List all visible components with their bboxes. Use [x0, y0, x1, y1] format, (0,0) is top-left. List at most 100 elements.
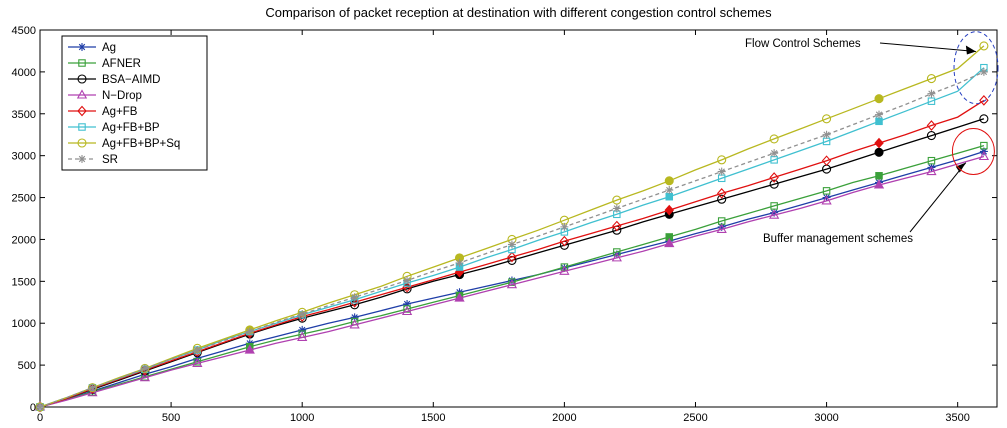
legend-item: Ag: [68, 42, 116, 54]
data-point: [611, 252, 622, 262]
y-tick-label: 2000: [12, 234, 36, 246]
data-point: [979, 95, 989, 106]
data-point: [926, 131, 937, 141]
data-point: [717, 194, 727, 204]
data-point: [769, 134, 779, 144]
data-point: [350, 293, 359, 302]
data-point: [87, 387, 98, 397]
data-point: [612, 220, 622, 232]
annotation-arrow: [879, 42, 976, 53]
data-point: [403, 305, 411, 313]
legend-item: BSA−AIMD: [68, 74, 160, 86]
data-point: [612, 195, 622, 205]
data-point: [140, 364, 149, 373]
data-point: [36, 403, 44, 411]
data-point: [192, 357, 203, 367]
x-tick-label: 2500: [683, 412, 707, 424]
data-point: [403, 276, 412, 285]
y-tick-label: 1000: [12, 318, 36, 330]
data-point: [193, 346, 202, 355]
data-point: [78, 43, 86, 51]
series-afner: [36, 141, 988, 411]
data-point: [77, 138, 87, 148]
y-tick-label: 3000: [12, 151, 36, 163]
data-point: [349, 319, 360, 329]
data-point: [507, 240, 516, 249]
data-point: [454, 292, 465, 302]
y-tick-label: 1500: [12, 276, 36, 288]
legend: Ag AFNER BSA−AIMD N−Drop Ag+FB Ag+FB+BP Ag+FB+…: [61, 35, 208, 171]
chart-title: Comparison of packet reception at destin…: [265, 5, 772, 20]
data-point: [717, 155, 727, 165]
data-point: [822, 130, 831, 139]
data-point: [875, 172, 883, 180]
data-point: [822, 114, 832, 124]
x-tick-label: 2000: [552, 412, 576, 424]
annotation-arrow: [909, 162, 967, 233]
series-line: [39, 144, 985, 408]
data-point: [875, 117, 883, 126]
legend-label: SR: [102, 154, 118, 166]
data-point: [298, 325, 307, 334]
data-point: [768, 209, 780, 219]
buffer-management-highlight: [951, 127, 995, 175]
x-tick-label: 500: [162, 412, 180, 424]
legend-label: Ag+FB+BP+Sq: [102, 138, 180, 150]
x-tick-label: 0: [37, 412, 43, 424]
data-point: [770, 208, 779, 217]
data-point: [717, 167, 726, 176]
data-point: [927, 97, 936, 105]
data-point: [716, 223, 727, 233]
data-point: [245, 327, 254, 336]
data-point: [664, 176, 674, 186]
y-tick-label: 4000: [12, 67, 36, 79]
data-point: [822, 187, 831, 195]
data-point: [507, 251, 517, 263]
legend-box: [61, 35, 208, 171]
flow-control-highlight: [953, 31, 999, 105]
data-point: [612, 204, 621, 213]
data-point: [979, 67, 988, 76]
legend-item: Ag+FB+BP: [68, 122, 160, 134]
legend-label: Ag: [102, 42, 116, 54]
legend-item: Ag+FB+BP+Sq: [68, 138, 180, 150]
annotations-layer: Flow Control Schemes Buffer management sc…: [745, 31, 999, 245]
data-point: [874, 137, 884, 149]
y-tick-label: 3500: [12, 109, 36, 121]
data-point: [244, 344, 255, 354]
data-point: [664, 238, 675, 248]
data-point: [874, 147, 884, 157]
data-point: [76, 89, 88, 99]
series-line: [39, 155, 985, 408]
data-point: [664, 204, 674, 216]
data-point: [350, 313, 359, 322]
data-point: [77, 74, 87, 84]
data-point: [769, 172, 779, 183]
data-point: [926, 120, 937, 131]
data-point: [716, 188, 727, 199]
y-tick-label: 2500: [12, 193, 36, 205]
data-point: [403, 299, 412, 308]
data-point: [927, 89, 936, 98]
legend-item: Ag+FB: [68, 105, 138, 118]
legend-label: Ag+FB: [102, 106, 138, 118]
data-point: [770, 202, 778, 210]
data-point: [508, 278, 516, 286]
data-point: [560, 222, 569, 231]
series-sr: [36, 67, 988, 411]
data-point: [88, 383, 97, 392]
data-point: [559, 265, 570, 275]
legend-item: AFNER: [68, 58, 141, 70]
y-tick-label: 500: [18, 360, 36, 372]
data-point: [297, 331, 308, 342]
data-point: [78, 59, 86, 67]
data-point: [979, 41, 989, 51]
y-tick-label: 0: [30, 402, 36, 414]
data-point: [298, 310, 307, 319]
x-tick-label: 1500: [421, 412, 445, 424]
data-point: [822, 193, 831, 202]
annotation-buffer-management: Buffer management schemes: [763, 233, 913, 245]
data-point: [506, 279, 518, 289]
data-point: [821, 195, 832, 205]
